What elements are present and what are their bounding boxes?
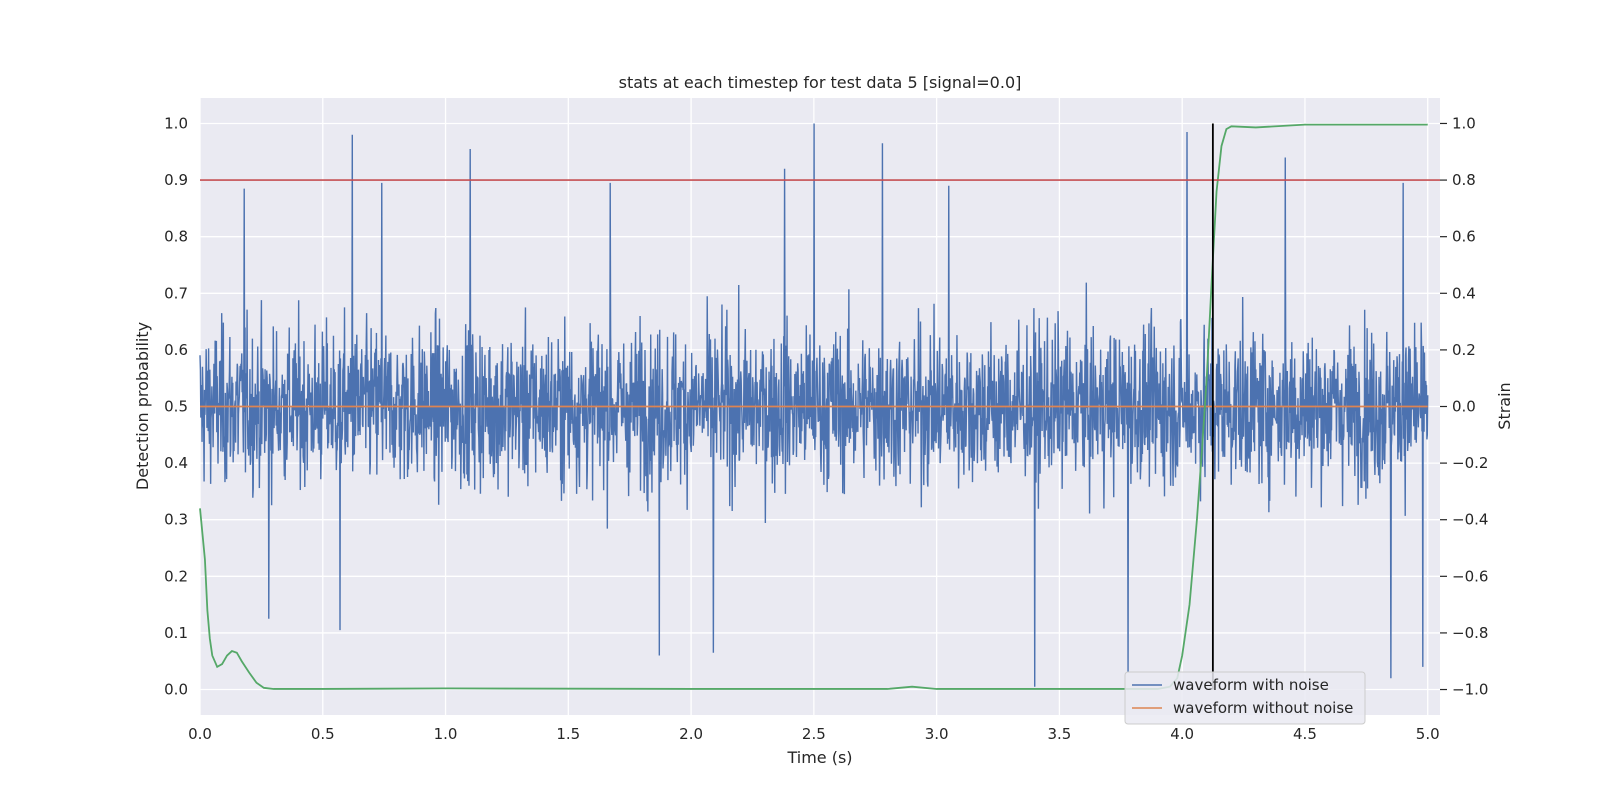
y-tick-label: 0.4 bbox=[164, 454, 188, 472]
y2-tick-label: 0.8 bbox=[1452, 171, 1476, 189]
y-tick-label: 0.7 bbox=[164, 284, 188, 302]
y-tick-label: 0.5 bbox=[164, 398, 188, 416]
y2-tick-label: −0.4 bbox=[1452, 511, 1488, 529]
series-layer bbox=[199, 123, 1440, 690]
x-tick-label: 4.0 bbox=[1170, 725, 1194, 743]
y-tick-label: 0.8 bbox=[164, 228, 188, 246]
y2-tick-label: −1.0 bbox=[1452, 681, 1488, 699]
y-axis-label: Detection probability bbox=[133, 322, 152, 490]
y-tick-label: 0.1 bbox=[164, 624, 188, 642]
chart-title: stats at each timestep for test data 5 [… bbox=[619, 73, 1022, 92]
y2-axis-label: Strain bbox=[1495, 382, 1514, 429]
y-axis-ticks: 0.0 0.1 0.2 0.3 0.4 0.5 0.6 0.7 0.8 0.9 1.0 bbox=[164, 114, 188, 698]
y2-tick-label: 0.0 bbox=[1452, 398, 1476, 416]
y2-axis-ticks: −1.0 −0.8 −0.6 −0.4 −0.2 0.0 0.2 0.4 0.6 0.8 1.0 bbox=[1440, 114, 1488, 699]
y2-tick-label: −0.8 bbox=[1452, 624, 1488, 642]
legend-label-without-noise: waveform without noise bbox=[1173, 699, 1353, 717]
x-tick-label: 0.0 bbox=[188, 725, 212, 743]
x-tick-label: 2.0 bbox=[679, 725, 703, 743]
y2-tick-label: 0.4 bbox=[1452, 284, 1476, 302]
x-axis-ticks: 0.0 0.5 1.0 1.5 2.0 2.5 3.0 3.5 4.0 4.5 5.0 bbox=[188, 725, 1440, 743]
x-tick-label: 0.5 bbox=[311, 725, 335, 743]
x-tick-label: 4.5 bbox=[1293, 725, 1317, 743]
y2-tick-label: −0.6 bbox=[1452, 567, 1488, 585]
legend-box bbox=[1124, 671, 1366, 725]
series-line-waveform-with-noise bbox=[199, 123, 1429, 687]
series-line-detection-probability bbox=[199, 123, 1428, 690]
x-tick-label: 3.5 bbox=[1047, 725, 1071, 743]
y2-tick-label: 0.6 bbox=[1452, 228, 1476, 246]
x-axis-label: Time (s) bbox=[786, 748, 852, 767]
y2-tick-label: 1.0 bbox=[1452, 114, 1476, 132]
x-tick-label: 2.5 bbox=[802, 725, 826, 743]
y-tick-label: 1.0 bbox=[164, 114, 188, 132]
y-tick-label: 0.2 bbox=[164, 567, 188, 585]
x-tick-label: 5.0 bbox=[1416, 725, 1440, 743]
legend-label-with-noise: waveform with noise bbox=[1173, 676, 1329, 694]
x-tick-label: 1.5 bbox=[556, 725, 580, 743]
y-tick-label: 0.0 bbox=[164, 681, 188, 699]
y-tick-label: 0.3 bbox=[164, 511, 188, 529]
y-tick-label: 0.9 bbox=[164, 171, 188, 189]
y2-tick-label: −0.2 bbox=[1452, 454, 1488, 472]
x-tick-label: 1.0 bbox=[434, 725, 458, 743]
y-tick-label: 0.6 bbox=[164, 341, 188, 359]
x-tick-label: 3.0 bbox=[925, 725, 949, 743]
y2-tick-label: 0.2 bbox=[1452, 341, 1476, 359]
legend: waveform with noise waveform without noi… bbox=[1124, 671, 1366, 725]
